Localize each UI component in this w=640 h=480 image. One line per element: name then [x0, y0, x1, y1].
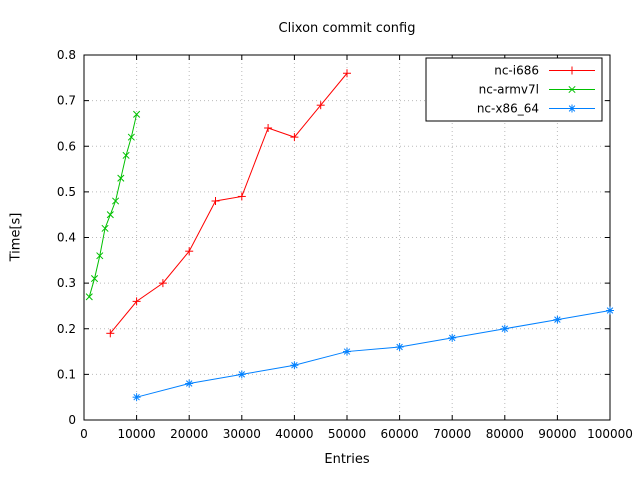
x-tick-label: 30000 — [223, 427, 261, 441]
legend-entry-nc-armv7l: nc-armv7l — [479, 83, 595, 97]
legend-entry-nc-x86_64: nc-x86_64 — [477, 102, 595, 116]
legend: nc-i686 nc-armv7l nc-x86_64 — [425, 57, 603, 122]
legend-label: nc-armv7l — [479, 83, 539, 97]
y-tick-label: 0.6 — [57, 139, 76, 153]
data-point-marker — [185, 380, 193, 387]
data-point-marker — [568, 85, 576, 94]
series-line — [136, 310, 611, 398]
y-tick-label: 0.2 — [57, 322, 76, 336]
y-tick-label: 0.7 — [57, 94, 76, 108]
data-point-marker — [343, 348, 351, 355]
data-point-marker — [117, 174, 125, 182]
x-tick-label: 90000 — [538, 427, 576, 441]
data-point-marker — [396, 343, 403, 351]
data-point-marker — [127, 133, 135, 141]
data-point-marker — [133, 110, 141, 118]
x-tick-label: 40000 — [275, 427, 313, 441]
y-tick-label: 0.5 — [57, 185, 76, 199]
data-point-marker — [448, 334, 456, 342]
data-point-marker — [112, 197, 120, 205]
x-tick-label: 60000 — [381, 427, 419, 441]
data-point-marker — [96, 252, 104, 260]
x-axis-label: Entries — [324, 452, 370, 467]
x-tick-label: 70000 — [433, 427, 471, 441]
x-tick-label: 10000 — [118, 427, 156, 441]
chart-title: Clixon commit config — [278, 21, 416, 36]
data-point-marker — [106, 211, 114, 219]
data-point-marker — [238, 371, 246, 378]
legend-label: nc-i686 — [494, 64, 539, 78]
y-tick-label: 0 — [68, 413, 76, 427]
x-tick-label: 0 — [80, 427, 88, 441]
data-point-marker — [554, 316, 561, 323]
data-point-marker — [122, 151, 130, 159]
data-point-marker — [90, 275, 99, 283]
legend-entry-nc-i686: nc-i686 — [494, 64, 595, 78]
series-nc-x86_64 — [132, 306, 614, 402]
data-point-marker — [501, 325, 509, 332]
data-point-marker — [606, 307, 614, 314]
legend-label: nc-x86_64 — [477, 102, 539, 116]
y-tick-label: 0.1 — [57, 367, 76, 381]
series-line — [88, 114, 138, 297]
series-nc-i686 — [106, 69, 351, 338]
x-tick-label: 100000 — [587, 427, 633, 441]
x-tick-label: 20000 — [170, 427, 208, 441]
y-tick-label: 0.8 — [57, 48, 76, 62]
y-tick-label: 0.3 — [57, 276, 76, 290]
y-tick-label: 0.4 — [57, 231, 76, 245]
data-point-marker — [133, 393, 140, 401]
x-tick-label: 80000 — [486, 427, 524, 441]
data-point-marker — [291, 362, 298, 369]
series-line — [109, 72, 348, 334]
data-point-marker — [85, 293, 93, 301]
x-tick-label: 50000 — [328, 427, 366, 441]
data-point-marker — [568, 105, 576, 112]
series-nc-armv7l — [85, 110, 141, 301]
data-point-marker — [101, 224, 109, 232]
